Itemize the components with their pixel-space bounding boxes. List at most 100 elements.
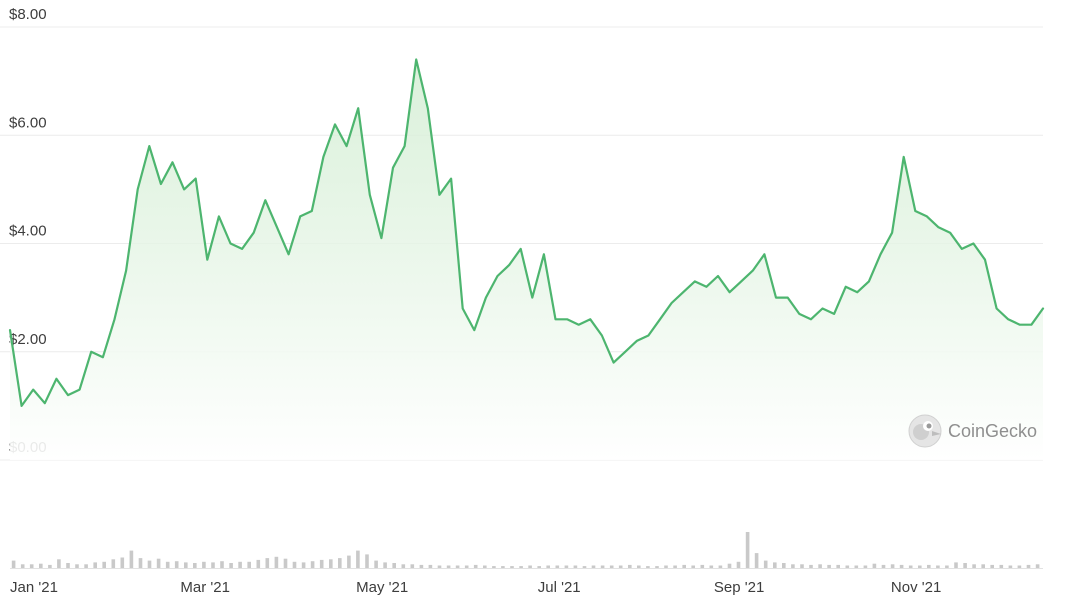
volume-bar <box>682 564 686 568</box>
volume-bar <box>93 562 97 568</box>
volume-bar <box>292 561 297 568</box>
volume-bar <box>274 556 279 568</box>
volume-bar <box>66 563 70 568</box>
volume-bar <box>827 564 831 568</box>
volume-bar <box>782 563 786 568</box>
volume-bar <box>863 565 868 568</box>
volume-bar <box>329 559 333 568</box>
volume-bar <box>872 563 877 568</box>
volume-bar <box>111 559 116 568</box>
volume-bar <box>854 565 859 568</box>
volume-bar <box>184 562 188 568</box>
volume-bar <box>437 565 442 568</box>
volume-bar <box>129 550 134 568</box>
volume-bar <box>700 564 705 568</box>
x-tick-label: Sep '21 <box>714 579 764 596</box>
volume-bar <box>374 560 378 568</box>
volume-bar <box>899 564 904 568</box>
volume-bar <box>401 564 406 568</box>
x-tick-label: Nov '21 <box>891 579 941 596</box>
volume-bar <box>283 558 288 568</box>
volume-bar <box>238 561 242 568</box>
volume-bar <box>954 562 958 568</box>
volume-bar <box>972 564 976 568</box>
volume-bar <box>165 561 170 568</box>
volume-bar <box>546 565 550 568</box>
volume-bar <box>338 558 342 568</box>
volume-bar <box>591 565 596 568</box>
volume-bar <box>310 561 315 568</box>
volume-bar <box>519 566 523 568</box>
volume-bar <box>628 564 632 568</box>
volume-bar <box>120 557 125 568</box>
x-tick-label: Mar '21 <box>180 579 230 596</box>
volume-bar <box>57 559 61 568</box>
volume-bar <box>410 564 415 568</box>
volume-bar <box>618 565 623 568</box>
x-axis: Jan '21 Mar '21 May '21 Jul '21 Sep '21 Nov '… <box>10 579 941 596</box>
volume-bar <box>990 564 994 568</box>
watermark-text: CoinGecko <box>948 421 1037 441</box>
volume-bar <box>646 566 650 568</box>
volume-bar <box>555 565 560 568</box>
volume-bar <box>265 558 270 568</box>
volume-bar <box>483 565 487 568</box>
volume-bar <box>773 562 777 568</box>
volume-bar <box>11 560 16 568</box>
y-tick-label: $2.00 <box>9 331 47 348</box>
volume-bar <box>573 565 578 568</box>
volume-bar <box>736 561 741 568</box>
y-tick-label: $4.00 <box>9 223 47 240</box>
volume-bar <box>745 532 750 568</box>
volume-bar <box>1035 564 1040 568</box>
volume-bar <box>582 566 587 568</box>
volume-bar <box>727 563 732 568</box>
volume-bar <box>392 563 396 568</box>
volume-bar <box>39 563 43 568</box>
volume-bar <box>48 564 52 568</box>
volume-bar <box>754 553 759 568</box>
volume-bar <box>319 559 324 568</box>
volume-bar <box>174 561 179 568</box>
x-tick-label: May '21 <box>356 579 408 596</box>
volume-bar <box>202 561 206 568</box>
volume-bar <box>691 565 695 568</box>
volume-bar <box>881 564 886 568</box>
volume-bar <box>193 563 197 568</box>
volume-bars <box>10 532 1043 569</box>
volume-bar <box>75 564 79 568</box>
volume-bar <box>936 565 940 568</box>
volume-bar <box>464 565 469 568</box>
volume-bar <box>927 564 931 568</box>
y-tick-label: $8.00 <box>9 6 47 23</box>
volume-bar <box>256 559 261 568</box>
volume-bar <box>455 565 460 568</box>
price-area <box>10 59 1043 460</box>
volume-bar <box>836 564 840 568</box>
volume-bar <box>845 565 850 568</box>
volume-bar <box>501 566 505 568</box>
coingecko-watermark: CoinGecko <box>908 414 1037 448</box>
volume-bar <box>908 565 913 568</box>
y-tick-label: $6.00 <box>9 114 47 131</box>
volume-bar <box>20 564 25 568</box>
volume-bar <box>510 566 514 568</box>
volume-bar <box>637 565 641 568</box>
volume-bar <box>963 563 967 568</box>
volume-bar <box>809 564 813 568</box>
volume-bar <box>528 565 532 568</box>
volume-bar <box>981 564 985 568</box>
volume-bar <box>473 564 478 568</box>
volume-bar <box>763 560 768 568</box>
price-line <box>8 58 1045 407</box>
volume-bar <box>147 560 152 568</box>
volume-bar <box>428 564 433 568</box>
volume-bar <box>419 564 424 568</box>
volume-bar <box>29 564 34 568</box>
volume-bar <box>664 565 668 568</box>
volume-bar <box>211 562 215 568</box>
volume-bar <box>102 561 106 568</box>
volume-bar <box>890 564 895 568</box>
volume-bar <box>356 550 360 568</box>
